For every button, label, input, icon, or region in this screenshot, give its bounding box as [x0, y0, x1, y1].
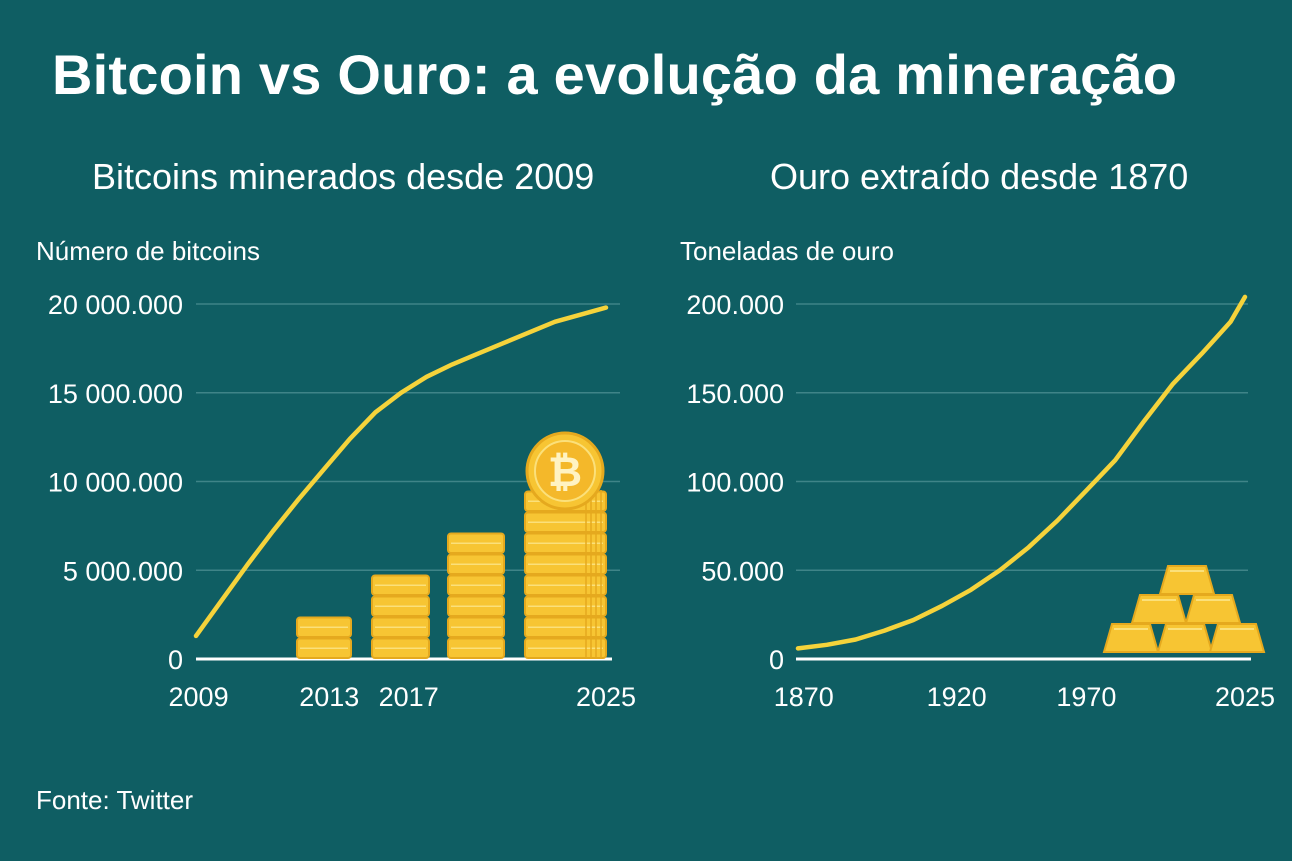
bitcoin-x-tick-label: 2013: [299, 682, 359, 712]
gold-y-tick-label: 0: [769, 645, 784, 675]
bitcoin-y-tick-label: 10 000.000: [48, 468, 183, 498]
bitcoin-data-point: [220, 598, 224, 602]
bitcoin-chart-title: Bitcoins minerados desde 2009: [92, 156, 595, 197]
coin-stack: [296, 616, 352, 659]
coin-stack: [447, 532, 505, 659]
gold-data-point: [998, 568, 1002, 572]
gold-y-tick-label: 100.000: [686, 468, 784, 498]
gold-data-point: [1243, 295, 1247, 299]
bitcoin-data-point: [476, 352, 480, 356]
gold-data-point: [883, 629, 887, 633]
gold-bar: [1102, 623, 1160, 653]
bitcoin-x-tick-label: 2009: [169, 682, 229, 712]
bitcoin-y-tick-label: 15 000.000: [48, 379, 183, 409]
bitcoin-x-tick-label: 2025: [576, 682, 636, 712]
gold-bar-body: [1184, 594, 1242, 624]
gold-data-point: [940, 604, 944, 608]
bitcoin-chart: 0 5 000.000 10 000.000 15 000.000 20 000.000…: [48, 290, 636, 712]
gold-y-axis-label: Toneladas de ouro: [680, 236, 894, 266]
bitcoin-data-point: [399, 391, 403, 395]
bitcoin-data-point: [245, 563, 249, 567]
bitcoin-data-point: [553, 320, 557, 324]
bitcoin-y-tick-label: 0: [168, 645, 183, 675]
gold-data-point: [1084, 488, 1088, 492]
gold-bar-body: [1208, 623, 1266, 653]
gold-x-tick-label: 1870: [774, 682, 834, 712]
gold-data-point: [911, 618, 915, 622]
bitcoin-x-tick-label: 2017: [379, 682, 439, 712]
gold-data-point: [825, 643, 829, 647]
gold-bar: [1208, 623, 1266, 653]
gold-y-tick-label: 50.000: [701, 556, 784, 586]
bitcoin-data-point: [348, 437, 352, 441]
gold-bar: [1156, 623, 1214, 653]
gold-bar-body: [1158, 565, 1216, 595]
gold-data-point: [854, 637, 858, 641]
bitcoin-data-point: [373, 410, 377, 414]
gold-data-point: [1200, 352, 1204, 356]
gold-bar: [1184, 594, 1242, 624]
gold-data-point: [969, 588, 973, 592]
gold-bar: [1158, 565, 1216, 595]
page-title: Bitcoin vs Ouro: a evolução da mineração: [52, 43, 1178, 106]
gold-data-point: [1027, 545, 1031, 549]
bitcoin-data-point: [194, 634, 198, 638]
gold-x-tick-label: 2025: [1215, 682, 1275, 712]
bitcoin-coin-inner: [534, 440, 596, 502]
bitcoin-data-point: [578, 313, 582, 317]
gold-data-point: [1229, 320, 1233, 324]
gold-x-tick-label: 1920: [927, 682, 987, 712]
gold-bar: [1130, 594, 1188, 624]
bitcoin-y-tick-label: 5 000.000: [63, 556, 183, 586]
bitcoin-symbol-glyph: ₿: [548, 448, 582, 495]
bitcoin-data-point: [322, 467, 326, 471]
bitcoin-data-point: [297, 497, 300, 501]
gold-data-point: [1142, 419, 1146, 423]
gold-data-point: [1056, 519, 1060, 523]
bitcoin-data-point: [502, 341, 505, 345]
bitcoin-coin-icon: ₿: [525, 431, 605, 511]
bitcoin-y-axis-label: Número de bitcoins: [36, 236, 260, 266]
gold-chart: 0 50.000 100.000 150.000 200.000 1870 1920 1970…: [686, 290, 1275, 712]
gold-data-point: [1113, 458, 1117, 462]
coin-stacks-decoration: ₿: [296, 431, 607, 659]
bitcoin-data-point: [450, 362, 454, 366]
source-note: Fonte: Twitter: [36, 785, 194, 815]
bitcoin-data-point: [604, 306, 608, 310]
gold-x-tick-label: 1970: [1056, 682, 1116, 712]
gold-data-point: [796, 646, 800, 650]
coin-stack: [524, 490, 607, 659]
gold-y-tick-label: 150.000: [686, 379, 784, 409]
gold-data-point: [1171, 382, 1175, 386]
gold-chart-title: Ouro extraído desde 1870: [770, 156, 1189, 197]
gold-bars-decoration: [1102, 565, 1266, 653]
bitcoin-data-point: [425, 375, 429, 379]
bitcoin-data-point: [527, 330, 531, 334]
bitcoin-data-point: [271, 529, 275, 533]
coin-stack: [371, 574, 430, 659]
bitcoin-y-tick-label: 20 000.000: [48, 290, 183, 320]
gold-y-tick-label: 200.000: [686, 290, 784, 320]
